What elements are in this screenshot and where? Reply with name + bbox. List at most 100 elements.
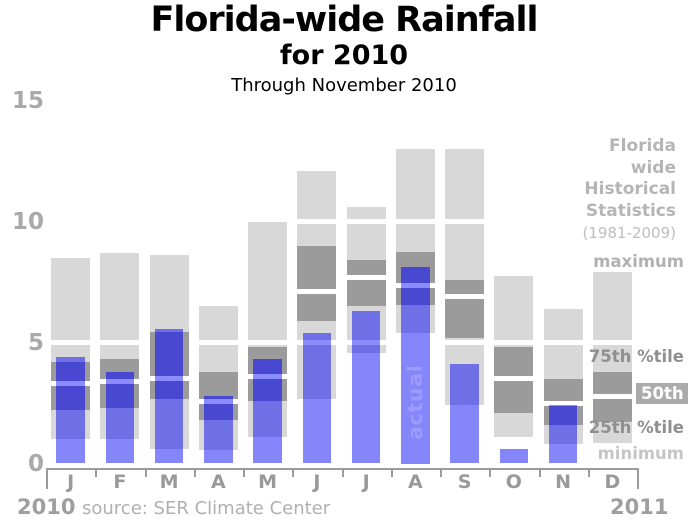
actual-bar-segment (154, 376, 184, 382)
actual-bar-segment (154, 381, 184, 400)
x-axis-tick (144, 468, 147, 477)
source-label: source: SER Climate Center (82, 498, 331, 519)
gridline (248, 340, 288, 345)
month-label: J (67, 471, 75, 493)
month-label: J (313, 471, 321, 493)
gridline (100, 339, 140, 345)
legend-stats-line: Statistics (585, 200, 676, 221)
legend-stats-line: Historical (584, 179, 676, 199)
year-right-label: 2011 (610, 495, 669, 519)
actual-bar-segment (105, 439, 135, 464)
legend-stats-line: Florida (609, 136, 676, 156)
actual-bar-segment (154, 329, 184, 332)
chart-note: Through November 2010 (231, 74, 457, 96)
gridline (445, 218, 485, 224)
actual-bar-segment (56, 381, 85, 387)
actual-bar-segment (154, 345, 184, 377)
month-label: S (457, 471, 472, 493)
actual-bar-segment (253, 378, 282, 401)
actual-bar-segment (302, 332, 332, 340)
y-axis-label: 10 (11, 208, 44, 235)
actual-bar-segment (253, 436, 282, 464)
gridline (297, 218, 337, 224)
actual-bar-segment (204, 450, 233, 464)
legend-stats-title: Florida wide Historical Statistics (1981… (583, 136, 676, 245)
month-label: F (113, 471, 127, 493)
x-axis-tick (95, 468, 98, 477)
actual-bar-segment (154, 399, 184, 449)
gridline (395, 218, 435, 224)
hist-iqr-bar (297, 245, 337, 321)
actual-bar-segment (401, 340, 430, 345)
actual-bar-segment (204, 419, 233, 451)
x-axis-tick (489, 468, 492, 477)
month-label: M (258, 471, 278, 493)
gridline (445, 339, 485, 345)
actual-bar-segment (499, 448, 529, 464)
actual-bar-segment (56, 357, 85, 362)
legend-maximum-label: maximum (593, 252, 684, 271)
chart-subtitle: for 2010 (279, 40, 409, 72)
gridline (346, 218, 386, 224)
actual-bar-segment (105, 371, 135, 379)
gridline (494, 339, 534, 345)
month-label: J (362, 471, 370, 493)
actual-bar-segment (302, 399, 332, 464)
x-axis-tick (440, 468, 442, 477)
actual-bar-label: actual (403, 364, 427, 440)
actual-bar-segment (302, 340, 332, 345)
x-axis-tick (193, 468, 196, 477)
actual-bar-segment (401, 283, 430, 289)
actual-bar-segment (204, 395, 233, 400)
actual-bar-segment (253, 400, 282, 437)
actual-bar-segment (401, 288, 430, 305)
x-axis-tick (243, 468, 245, 477)
hist-range-bar (445, 148, 485, 406)
legend-50th-percentile-badge: 50th (636, 383, 688, 404)
x-axis-tick (341, 468, 344, 477)
actual-bar-segment (154, 331, 184, 340)
median-line (346, 274, 386, 280)
actual-bar-segment (253, 359, 282, 374)
x-axis-tick (390, 468, 393, 477)
hist-iqr-bar (445, 279, 485, 338)
actual-bar-segment (56, 361, 85, 382)
month-label: A (408, 471, 423, 493)
gridline (51, 339, 91, 345)
actual-bar-segment (302, 345, 332, 400)
year-left-label: 2010 (17, 495, 76, 519)
actual-bar-segment (154, 448, 184, 464)
month-label: M (159, 471, 179, 493)
median-line (445, 294, 485, 300)
actual-bar-segment (401, 304, 430, 333)
actual-bar-segment (548, 424, 578, 445)
actual-bar-segment (56, 410, 85, 440)
actual-bar-segment (204, 399, 233, 405)
median-line (494, 376, 534, 382)
actual-bar-segment (351, 340, 381, 345)
month-label: O (505, 471, 522, 493)
x-axis-tick (538, 468, 541, 477)
legend-75th-percentile-label: 75th %tile (588, 347, 684, 366)
y-axis-label: 0 (27, 450, 44, 477)
x-axis-tick (637, 468, 639, 489)
month-label: N (555, 471, 572, 493)
actual-bar-segment (154, 340, 184, 345)
median-line (297, 289, 337, 295)
legend-minimum-label: minimum (597, 444, 684, 463)
gridline (198, 339, 238, 345)
actual-bar-segment (401, 345, 430, 464)
month-label: A (211, 471, 226, 493)
actual-bar-segment (105, 383, 135, 408)
actual-bar-segment (253, 373, 282, 379)
actual-bar-segment (105, 378, 135, 384)
y-axis-label: 15 (11, 87, 44, 114)
title-block: Florida-wide Rainfall for 2010 Through N… (0, 0, 688, 96)
hist-iqr-bar (346, 260, 386, 307)
actual-bar-segment (56, 439, 85, 464)
legend-25th-percentile-label: 25th %tile (588, 418, 684, 437)
actual-bar-segment (351, 345, 381, 354)
median-line (592, 394, 632, 400)
